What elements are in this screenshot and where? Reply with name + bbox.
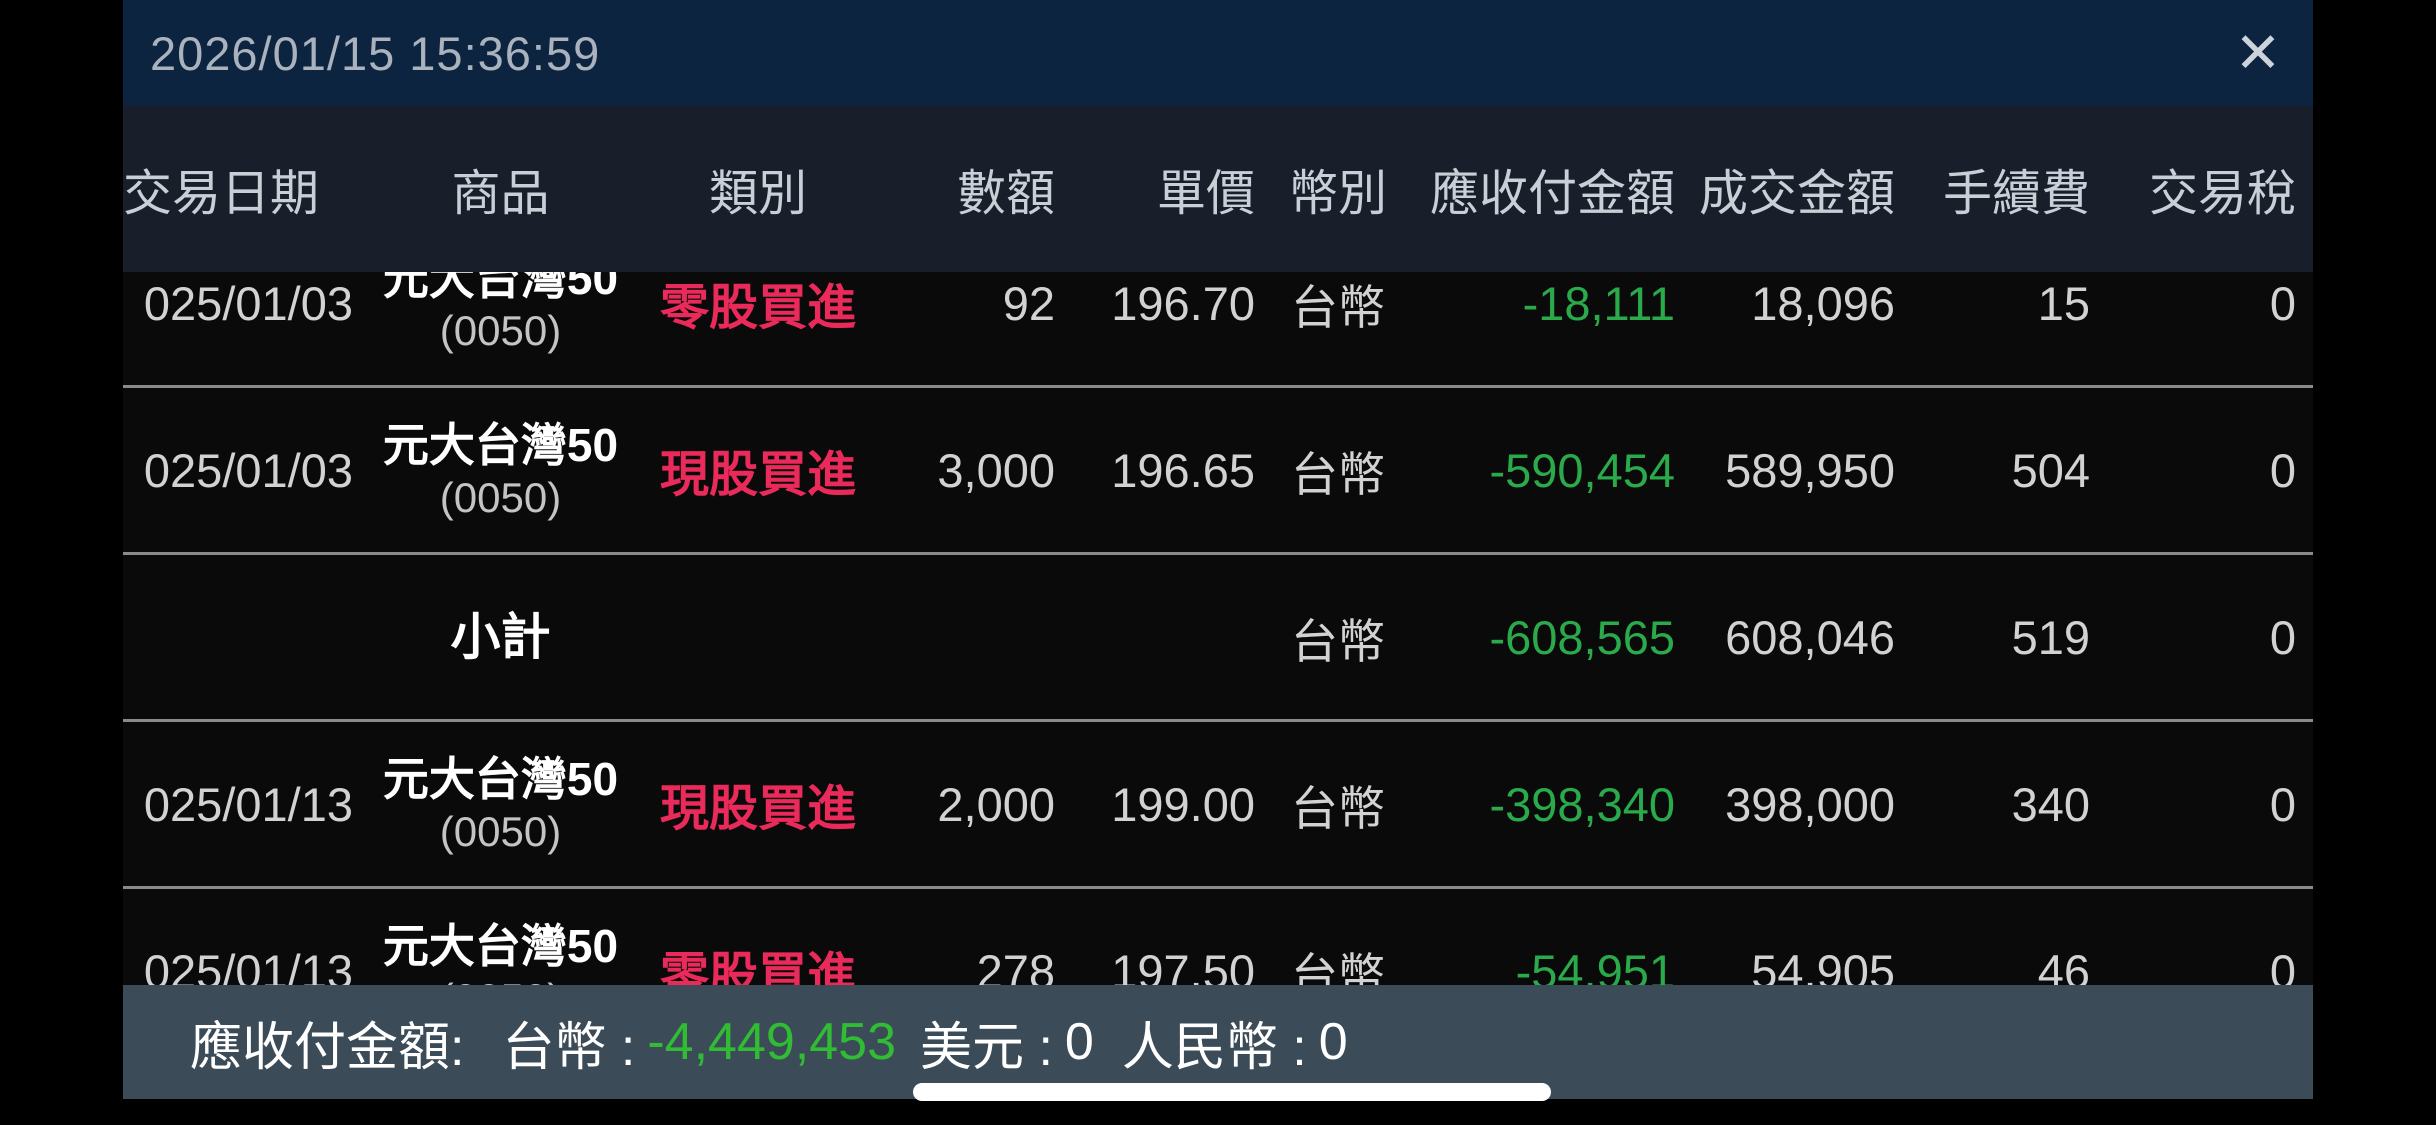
table-row: 025/01/03 元大台灣50 (0050) 零股買進 92 196.70 台… bbox=[123, 272, 2313, 385]
cell-tax: 0 bbox=[2269, 443, 2296, 497]
table-row: 025/01/03 元大台灣50 (0050) 現股買進 3,000 196.6… bbox=[123, 388, 2313, 552]
product-code: (0050) bbox=[439, 473, 562, 521]
cell-amount: 398,000 bbox=[1725, 777, 1895, 831]
cell-quantity: 92 bbox=[1002, 276, 1055, 330]
cell-type: 零股買進 bbox=[659, 280, 856, 335]
cell-tax: 0 bbox=[2269, 777, 2296, 831]
product-name: 元大台灣50 bbox=[382, 919, 619, 972]
summary-bar: 應收付金額: 台幣 : -4,449,453 美元 : 0 人民幣 : 0 bbox=[123, 985, 2313, 1099]
cell-product: 元大台灣50 (0050) bbox=[358, 752, 643, 857]
row-separator bbox=[123, 719, 2313, 722]
table-row: 025/01/13 元大台灣50 (0050) 零股買進 278 197.50 … bbox=[123, 889, 2313, 985]
subtotal-label: 小計 bbox=[450, 609, 551, 665]
column-header-type: 類別 bbox=[708, 166, 807, 221]
cell-fee: 519 bbox=[2011, 610, 2090, 664]
table-body-scroll-area[interactable]: 025/01/03 元大台灣50 (0050) 零股買進 92 196.70 台… bbox=[123, 272, 2313, 985]
column-header-product: 商品 bbox=[451, 166, 550, 221]
cell-amount-due: -18,111 bbox=[1522, 276, 1675, 330]
cell-currency: 台幣 bbox=[1291, 948, 1385, 986]
cell-amount: 608,046 bbox=[1725, 610, 1895, 664]
table-row: 025/01/13 元大台灣50 (0050) 現股買進 2,000 199.0… bbox=[123, 722, 2313, 886]
product-code: (0050) bbox=[358, 974, 643, 986]
column-header-unit-price: 單價 bbox=[1156, 166, 1255, 221]
cell-currency: 台幣 bbox=[1291, 280, 1385, 334]
cell-product: 元大台灣50 (0050) bbox=[358, 418, 643, 523]
title-bar: 2026/01/15 15:36:59 ✕ bbox=[123, 0, 2313, 106]
cell-subtotal-label: 小計 bbox=[358, 608, 643, 666]
cell-quantity: 3,000 bbox=[937, 443, 1055, 497]
product-name: 元大台灣50 bbox=[382, 418, 619, 471]
summary-usd-label: 美元 : bbox=[920, 1018, 1053, 1077]
table-row-subtotal: 小計 台幣 -608,565 608,046 519 0 bbox=[123, 555, 2313, 719]
query-timestamp: 2026/01/15 15:36:59 bbox=[150, 26, 601, 80]
dialog-trade-details: 2026/01/15 15:36:59 ✕ 交易日期 商品 類別 數額 單價 幣… bbox=[123, 0, 2313, 1125]
column-header-amount: 成交金額 bbox=[1698, 166, 1895, 221]
cell-trade-date: 025/01/03 bbox=[143, 443, 353, 497]
cell-fee: 46 bbox=[2037, 944, 2090, 986]
cell-trade-date: 025/01/13 bbox=[143, 944, 353, 986]
column-header-trade-date: 交易日期 bbox=[123, 166, 320, 221]
cell-amount: 54,905 bbox=[1751, 944, 1895, 986]
column-header-tax: 交易稅 bbox=[2148, 166, 2296, 221]
product-code: (0050) bbox=[439, 306, 562, 354]
cell-amount-due: -608,565 bbox=[1489, 610, 1675, 664]
row-separator bbox=[123, 552, 2313, 555]
column-header-amount-due: 應收付金額 bbox=[1429, 166, 1675, 221]
cell-type: 現股買進 bbox=[659, 781, 856, 836]
cell-fee: 504 bbox=[2011, 443, 2090, 497]
cell-fee: 15 bbox=[2037, 276, 2090, 330]
cell-trade-date: 025/01/13 bbox=[143, 777, 353, 831]
cell-amount: 589,950 bbox=[1725, 443, 1895, 497]
summary-twd-value: -4,449,453 bbox=[647, 1013, 897, 1071]
cell-currency: 台幣 bbox=[1291, 447, 1385, 501]
column-header-fee: 手續費 bbox=[1942, 166, 2090, 221]
product-name: 元大台灣50 bbox=[382, 752, 619, 805]
table-scroll-content: 025/01/03 元大台灣50 (0050) 零股買進 92 196.70 台… bbox=[123, 272, 2313, 985]
table-header-row: 交易日期 商品 類別 數額 單價 幣別 應收付金額 成交金額 手續費 交易稅 bbox=[123, 106, 2313, 272]
cell-unit-price: 199.00 bbox=[1111, 777, 1255, 831]
cell-tax: 0 bbox=[2269, 276, 2296, 330]
cell-type: 現股買進 bbox=[659, 447, 856, 502]
cell-amount-due: -54,951 bbox=[1515, 944, 1675, 986]
cell-quantity: 278 bbox=[976, 944, 1055, 986]
cell-type: 零股買進 bbox=[659, 948, 856, 986]
summary-label: 應收付金額: bbox=[190, 1018, 465, 1077]
cell-quantity: 2,000 bbox=[937, 777, 1055, 831]
cell-unit-price: 197.50 bbox=[1111, 944, 1255, 986]
product-name: 元大台灣50 bbox=[382, 272, 619, 304]
column-header-quantity: 數額 bbox=[956, 166, 1055, 221]
cell-tax: 0 bbox=[2269, 610, 2296, 664]
cell-amount-due: -590,454 bbox=[1489, 443, 1675, 497]
cell-trade-date: 025/01/03 bbox=[143, 276, 353, 330]
summary-usd-value: 0 bbox=[1064, 1013, 1094, 1071]
cell-unit-price: 196.65 bbox=[1111, 443, 1255, 497]
summary-twd-label: 台幣 : bbox=[502, 1018, 636, 1077]
home-indicator-handle[interactable] bbox=[913, 1083, 1551, 1101]
summary-rmb-value: 0 bbox=[1318, 1013, 1348, 1071]
cell-product: 元大台灣50 (0050) bbox=[358, 919, 643, 986]
close-icon: ✕ bbox=[2234, 21, 2282, 84]
summary-rmb-label: 人民幣 : bbox=[1121, 1018, 1307, 1077]
row-separator bbox=[123, 385, 2313, 388]
row-separator bbox=[123, 886, 2313, 889]
cell-amount: 18,096 bbox=[1751, 276, 1895, 330]
close-button[interactable]: ✕ bbox=[2203, 0, 2313, 106]
cell-product: 元大台灣50 (0050) bbox=[358, 272, 643, 356]
cell-amount-due: -398,340 bbox=[1489, 777, 1675, 831]
cell-currency: 台幣 bbox=[1291, 614, 1385, 668]
cell-fee: 340 bbox=[2011, 777, 2090, 831]
cell-unit-price: 196.70 bbox=[1111, 276, 1255, 330]
cell-tax: 0 bbox=[2269, 944, 2296, 986]
cell-currency: 台幣 bbox=[1291, 781, 1385, 835]
product-code: (0050) bbox=[439, 807, 562, 855]
column-header-currency: 幣別 bbox=[1288, 166, 1387, 221]
